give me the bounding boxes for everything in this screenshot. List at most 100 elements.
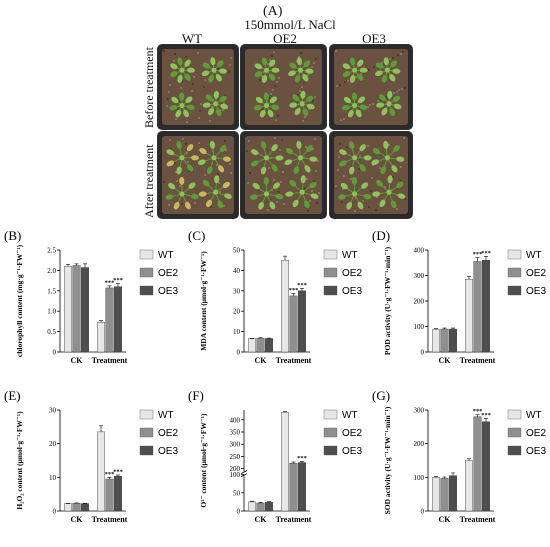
y-tick-label: 0.5: [47, 328, 56, 336]
bar: [265, 338, 273, 353]
y-tick-label: 0: [421, 349, 425, 357]
legend-swatch: [507, 427, 522, 438]
y-tick-label: 300: [414, 272, 425, 280]
bar: [473, 261, 482, 353]
legend-label: WT: [158, 410, 174, 421]
axis-break-mark: [240, 470, 248, 474]
y-axis-label: MDA content (μmol·g⁻¹·FW⁻¹): [199, 251, 208, 351]
x-category-label: CK: [71, 515, 84, 524]
legend-label: OE2: [526, 428, 546, 439]
bar: [281, 260, 289, 353]
legend-swatch: [139, 427, 154, 438]
legend-label: OE2: [526, 268, 546, 279]
plant-photo: [157, 131, 239, 219]
bar: [72, 265, 81, 353]
x-category-label: CK: [71, 356, 84, 365]
significance-label: ***: [113, 468, 123, 475]
legend-swatch: [323, 249, 338, 260]
bar: [97, 431, 105, 512]
bar: [449, 328, 457, 353]
y-tick-label: 50: [233, 489, 241, 497]
legend-label: WT: [526, 410, 542, 421]
y-axis-label: chlorophyll content (mg·g⁻¹·FW⁻¹): [15, 244, 24, 357]
legend-swatch: [323, 445, 338, 456]
y-tick-label: 20: [233, 308, 241, 316]
row-label-after: After treatment: [142, 144, 156, 218]
legend-label: WT: [342, 410, 358, 421]
y-tick-label: 0: [53, 508, 57, 516]
legend-swatch: [507, 267, 522, 278]
y-tick-label: 50: [233, 247, 241, 255]
y-tick-label: 1.5: [47, 287, 56, 295]
y-axis-label: POD activity (U·g⁻¹·FW⁻¹·min⁻¹): [383, 246, 392, 355]
legend-swatch: [507, 285, 522, 296]
significance-label: ***: [105, 471, 115, 478]
bar: [105, 478, 114, 512]
y-tick-label: 350: [230, 428, 241, 436]
y-tick-label: 250: [230, 453, 241, 461]
legend-label: OE3: [342, 446, 362, 457]
legend-label: WT: [526, 250, 542, 261]
y-tick-label: 10: [49, 474, 57, 482]
bar: [465, 279, 473, 353]
x-category-label: Treatment: [92, 356, 128, 365]
y-tick-label: 2.0: [47, 267, 56, 275]
y-tick-label: 30: [233, 287, 241, 295]
legend-swatch: [323, 285, 338, 296]
legend-label: OE3: [158, 446, 178, 457]
bar: [482, 260, 490, 353]
significance-label: ***: [297, 455, 307, 462]
bar: [298, 462, 306, 512]
bar: [289, 463, 298, 512]
axis-break-mark: [240, 473, 248, 477]
column-label-wt: WT: [181, 31, 203, 46]
plant-photo: [240, 44, 327, 130]
significance-label: ***: [481, 250, 491, 257]
legend-label: WT: [342, 250, 358, 261]
chart-h2o2: (E) H₂O₂ content (μmol·g⁻¹·FW⁻¹) 0 10 20 30 CK…: [4, 388, 178, 524]
legend-label: OE3: [526, 446, 546, 457]
bar: [482, 421, 490, 512]
bar: [114, 476, 122, 512]
chart-mda: (C) MDA content (μmol·g⁻¹·FW⁻¹) 0 10 20 30 40 5…: [188, 228, 362, 365]
y-tick-label: 30: [49, 407, 57, 415]
x-category-label: CK: [255, 356, 268, 365]
y-tick-label: 100: [414, 323, 425, 331]
bar: [440, 478, 449, 512]
legend-swatch: [139, 249, 154, 260]
bar: [97, 322, 105, 353]
bar: [298, 290, 306, 353]
bar: [256, 337, 265, 353]
row-label-before: Before treatment: [142, 47, 156, 128]
bar: [289, 295, 298, 353]
bar: [256, 502, 265, 512]
legend-swatch: [507, 409, 522, 420]
legend-swatch: [507, 445, 522, 456]
y-tick-label: 300: [414, 407, 425, 415]
legend-swatch: [139, 285, 154, 296]
chart-pod: (D) POD activity (U·g⁻¹·FW⁻¹·min⁻¹) 0 100 20…: [372, 228, 546, 365]
x-category-label: Treatment: [276, 515, 312, 524]
y-axis-label: SOD activity (U·g⁻¹·FW⁻¹·min⁻¹): [383, 406, 392, 514]
significance-label: ***: [473, 251, 483, 258]
panel-label: (G): [372, 388, 390, 403]
chart-sod: (G) SOD activity (U·g⁻¹·FW⁻¹·min⁻¹) 0 100 20…: [372, 388, 546, 524]
legend-swatch: [139, 445, 154, 456]
legend-swatch: [139, 409, 154, 420]
legend-label: OE2: [158, 268, 178, 279]
chart-chlorophyll: (B)chlorophyll content (mg·g⁻¹·FW⁻¹) 0 0.5…: [4, 228, 178, 365]
plant-photo: [329, 131, 413, 219]
significance-label: ***: [113, 277, 123, 284]
y-tick-label: 100: [230, 471, 241, 479]
plant-photo: [157, 44, 239, 130]
significance-label: ***: [105, 279, 115, 286]
legend-swatch: [323, 427, 338, 438]
y-tick-label: 400: [230, 416, 241, 424]
y-tick-label: 0: [237, 508, 241, 516]
panel-label: (D): [372, 228, 390, 243]
y-tick-label: 10: [233, 328, 241, 336]
plant-photo: [329, 44, 413, 130]
x-category-label: CK: [439, 356, 452, 365]
column-label-oe2: OE2: [273, 31, 297, 46]
panel-label: (E): [4, 388, 21, 403]
